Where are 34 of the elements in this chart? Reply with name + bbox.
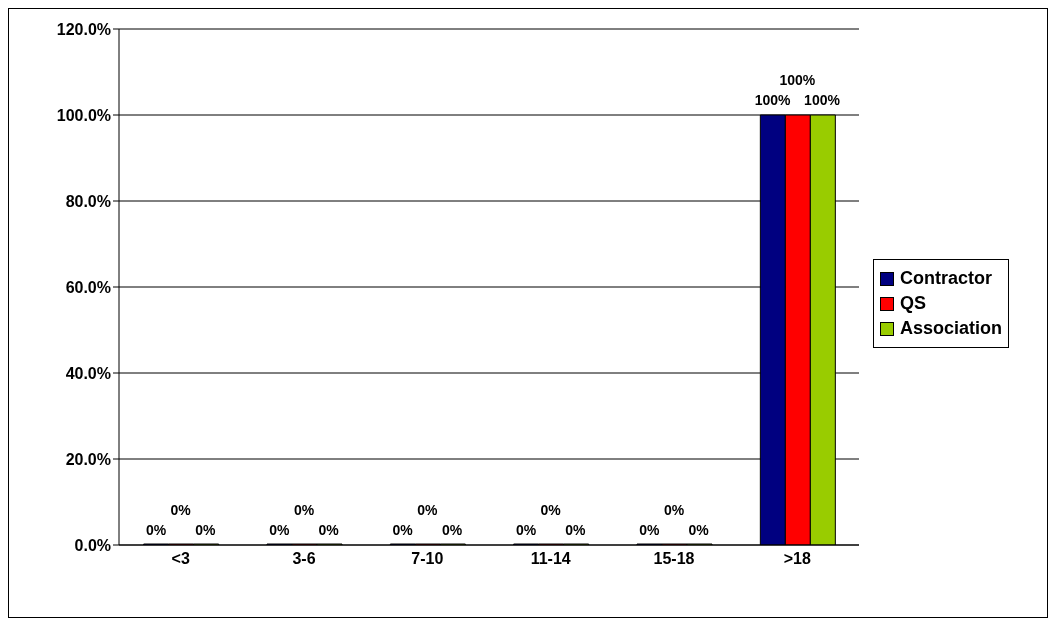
- data-label: 0%: [269, 522, 290, 538]
- data-label: 100%: [779, 72, 816, 88]
- data-label: 0%: [195, 522, 216, 538]
- y-tick-label: 0.0%: [74, 536, 111, 554]
- data-label: 0%: [392, 522, 414, 538]
- x-tick-label: 7-10: [411, 550, 444, 568]
- data-label: 0%: [515, 522, 537, 538]
- legend-label: Association: [900, 318, 1003, 339]
- x-tick-label: <3: [171, 550, 190, 568]
- x-tick-label: 11-14: [530, 550, 571, 568]
- data-label: 0%: [417, 502, 438, 518]
- data-label: 0%: [293, 502, 315, 518]
- y-tick-label: 100.0%: [56, 106, 111, 124]
- legend-label: Contractor: [900, 268, 993, 289]
- data-label: 100%: [754, 92, 792, 108]
- data-label: 0%: [639, 522, 660, 538]
- y-tick-label: 40.0%: [65, 364, 111, 382]
- x-tick-label: 3-6: [292, 550, 316, 568]
- data-label: 0%: [565, 522, 586, 538]
- data-label: 0%: [145, 522, 167, 538]
- data-label: 0%: [318, 522, 340, 538]
- y-tick-label: 80.0%: [65, 192, 111, 210]
- y-tick-label: 20.0%: [65, 450, 111, 468]
- data-label: 0%: [688, 522, 710, 538]
- y-tick-label: 120.0%: [56, 20, 111, 38]
- legend-label: QS: [900, 293, 927, 314]
- data-label: 0%: [663, 502, 685, 518]
- x-tick-label: >18: [783, 550, 812, 568]
- data-label: 0%: [170, 502, 192, 518]
- x-tick-label: 15-18: [653, 550, 695, 568]
- y-tick-label: 60.0%: [65, 278, 111, 296]
- data-label: 0%: [540, 502, 562, 518]
- data-label: 100%: [804, 92, 841, 108]
- data-label: 0%: [441, 522, 463, 538]
